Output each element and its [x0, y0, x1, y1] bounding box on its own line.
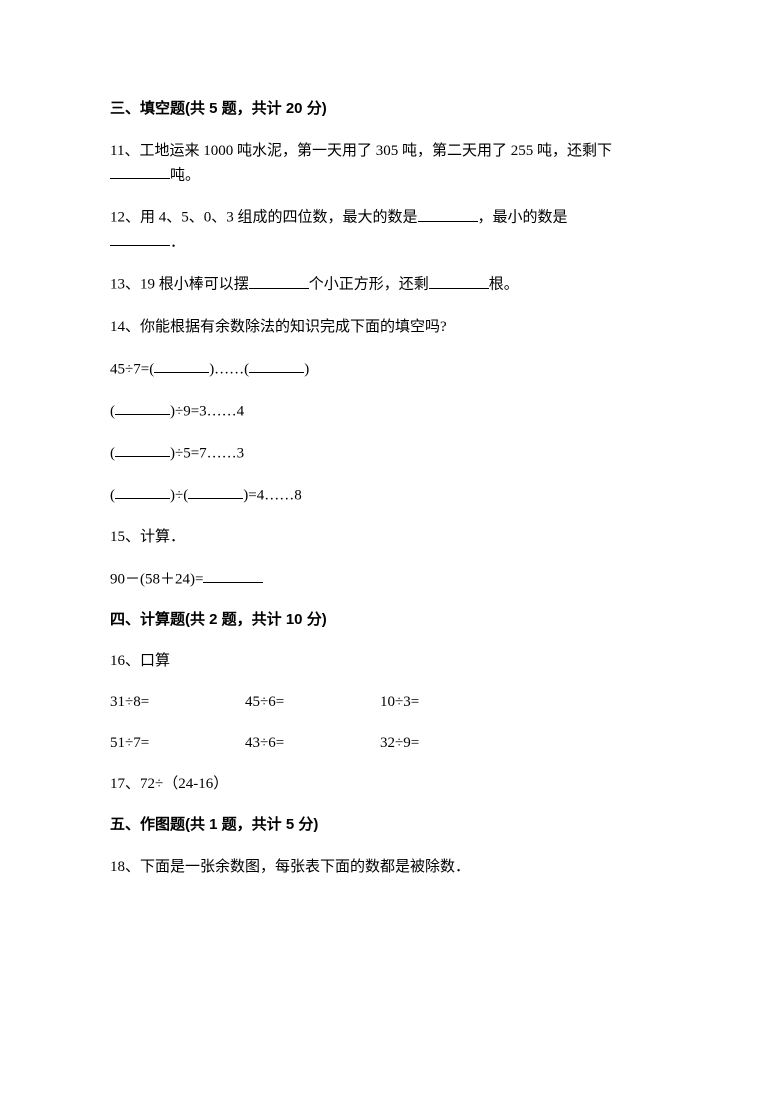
q14-l1-blank1 — [154, 357, 209, 374]
q14-line-4: ()÷()=4……8 — [110, 483, 670, 507]
question-11: 11、工地运来 1000 吨水泥，第一天用了 305 吨，第二天用了 255 吨… — [110, 139, 670, 188]
section-4-header: 四、计算题(共 2 题，共计 10 分) — [110, 609, 670, 632]
q16-r2c3: 32÷9= — [380, 732, 515, 755]
q12-text-suffix: ． — [170, 234, 185, 250]
q11-text-prefix: 11、工地运来 1000 吨水泥，第一天用了 305 吨，第二天用了 255 吨… — [110, 143, 612, 159]
q16-row-1: 31÷8= 45÷6= 10÷3= — [110, 691, 670, 714]
q16-r1c3: 10÷3= — [380, 691, 515, 714]
q15-line: 90－(58＋24)= — [110, 567, 670, 591]
q13-text-mid: 个小正方形，还剩 — [309, 277, 429, 293]
section-5-header: 五、作图题(共 1 题，共计 5 分) — [110, 814, 670, 837]
q14-l1-c: ) — [304, 361, 309, 377]
q14-l1-b: )……( — [209, 361, 249, 377]
question-12: 12、用 4、5、0、3 组成的四位数，最大的数是 ，最小的数是 ． — [110, 205, 670, 254]
question-13: 13、19 根小棒可以摆 个小正方形，还剩 根。 — [110, 272, 670, 297]
q12-blank-1 — [418, 205, 478, 222]
q12-text-mid: ，最小的数是 — [478, 210, 568, 226]
q11-blank — [110, 163, 170, 180]
q13-blank-1 — [249, 272, 309, 289]
question-18: 18、下面是一张余数图，每张表下面的数都是被除数． — [110, 855, 670, 879]
q14-l1-a: 45÷7=( — [110, 361, 154, 377]
q14-l4-blank2 — [188, 483, 243, 500]
q14-l3-b: )÷5=7……3 — [170, 445, 244, 461]
q14-l1-blank2 — [249, 357, 304, 374]
q16-r1c2: 45÷6= — [245, 691, 380, 714]
q14-line-1: 45÷7=( )……() — [110, 357, 670, 381]
q11-text-suffix: 吨。 — [170, 167, 200, 183]
q13-blank-2 — [429, 272, 489, 289]
q16-r1c1: 31÷8= — [110, 691, 245, 714]
question-14: 14、你能根据有余数除法的知识完成下面的填空吗? — [110, 315, 670, 339]
q14-line-2: ()÷9=3……4 — [110, 399, 670, 423]
question-16: 16、口算 — [110, 649, 670, 673]
question-15: 15、计算． — [110, 525, 670, 549]
q14-l2-blank — [115, 399, 170, 416]
q16-row-2: 51÷7= 43÷6= 32÷9= — [110, 732, 670, 755]
question-17: 17、72÷（24-16） — [110, 772, 670, 796]
q14-l4-c: )=4……8 — [243, 487, 301, 503]
q14-l2-b: )÷9=3……4 — [170, 403, 244, 419]
q12-blank-2 — [110, 230, 170, 247]
q15-expr: 90－(58＋24)= — [110, 571, 203, 587]
q16-r2c1: 51÷7= — [110, 732, 245, 755]
q13-text-prefix: 13、19 根小棒可以摆 — [110, 277, 249, 293]
q16-r2c2: 43÷6= — [245, 732, 380, 755]
q14-line-3: ()÷5=7……3 — [110, 441, 670, 465]
q12-text-prefix: 12、用 4、5、0、3 组成的四位数，最大的数是 — [110, 210, 418, 226]
q14-l4-blank1 — [115, 483, 170, 500]
section-3-header: 三、填空题(共 5 题，共计 20 分) — [110, 98, 670, 121]
q14-l4-b: )÷( — [170, 487, 188, 503]
q13-text-suffix: 根。 — [489, 277, 519, 293]
q15-blank — [203, 567, 263, 584]
q14-l3-blank — [115, 441, 170, 458]
